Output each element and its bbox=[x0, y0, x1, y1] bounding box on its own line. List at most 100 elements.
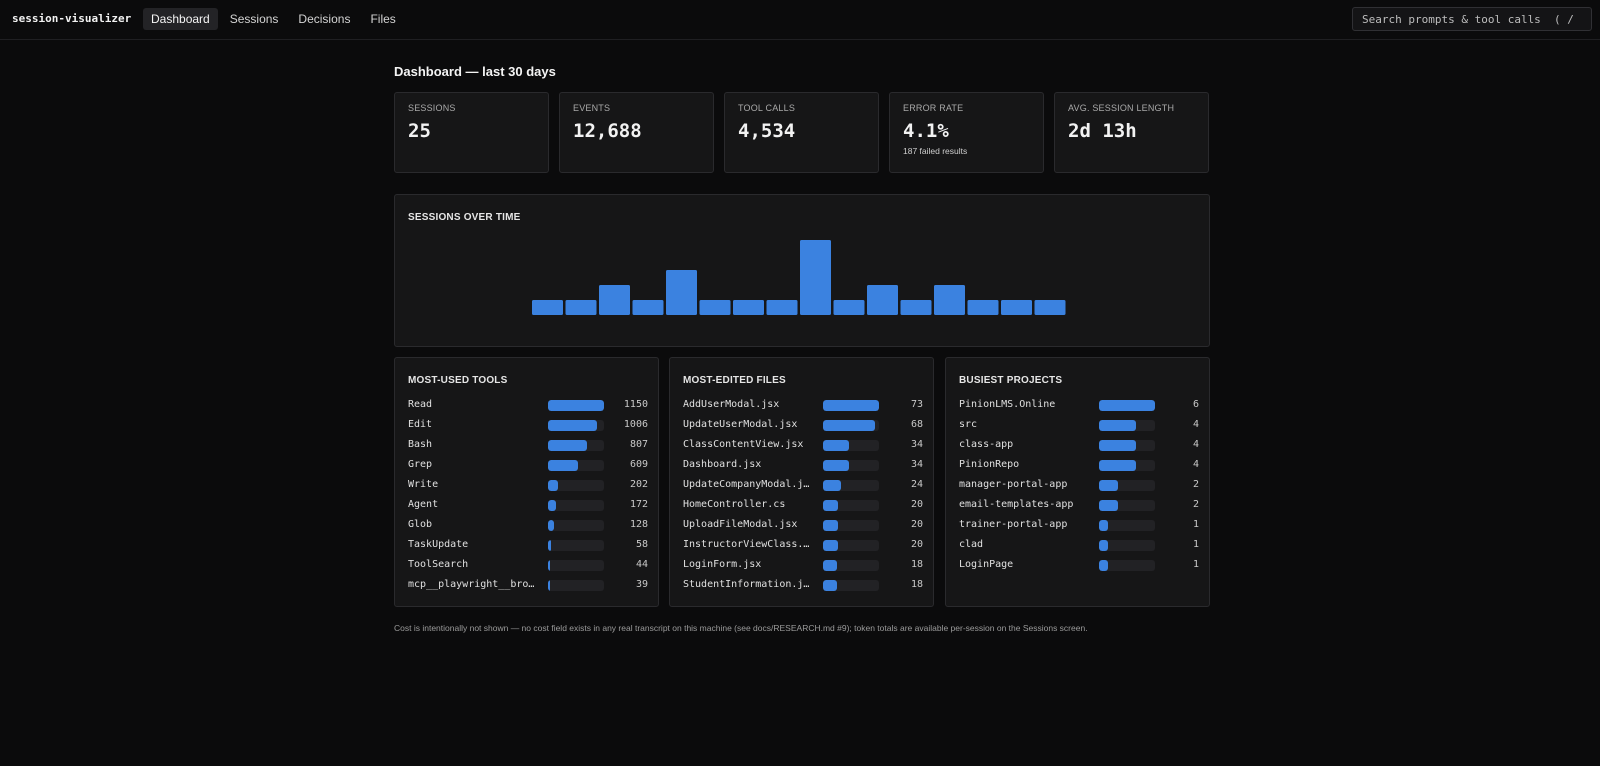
list-item[interactable]: Read 1150 bbox=[408, 397, 648, 417]
chart-bar[interactable] bbox=[599, 285, 630, 315]
list-item[interactable]: UpdateUserModal.jsx 68 bbox=[683, 417, 923, 437]
main-nav: Dashboard Sessions Decisions Files bbox=[143, 8, 404, 30]
item-count: 609 bbox=[629, 459, 648, 470]
list-item[interactable]: LoginPage 1 bbox=[959, 557, 1199, 577]
item-bar-fill bbox=[823, 560, 837, 571]
list-item[interactable]: LoginForm.jsx 18 bbox=[683, 557, 923, 577]
item-count: 24 bbox=[910, 479, 923, 490]
sessions-over-time-panel: SESSIONS OVER TIME bbox=[394, 194, 1210, 347]
item-bar-fill bbox=[823, 480, 842, 491]
chart-bar[interactable] bbox=[1034, 300, 1066, 315]
list-item[interactable]: Write 202 bbox=[408, 477, 648, 497]
item-label: LoginPage bbox=[959, 559, 1014, 570]
list-item[interactable]: PinionRepo 4 bbox=[959, 457, 1199, 477]
chart-bar[interactable] bbox=[900, 300, 932, 315]
list-item[interactable]: PinionLMS.Online 6 bbox=[959, 397, 1199, 417]
item-count: 1 bbox=[1192, 519, 1199, 530]
item-bar-track bbox=[548, 520, 604, 531]
item-bar-track bbox=[1099, 560, 1155, 571]
item-bar-fill bbox=[823, 540, 839, 551]
item-bar-fill bbox=[823, 420, 876, 431]
nav-sessions[interactable]: Sessions bbox=[229, 12, 279, 26]
item-label: HomeController.cs bbox=[683, 499, 786, 510]
item-count: 20 bbox=[910, 539, 923, 550]
item-bar-fill bbox=[548, 460, 578, 471]
item-bar-fill bbox=[823, 460, 850, 471]
list-item[interactable]: ClassContentView.jsx 34 bbox=[683, 437, 923, 457]
list-item[interactable]: Grep 609 bbox=[408, 457, 648, 477]
list-item[interactable]: Edit 1006 bbox=[408, 417, 648, 437]
list-item[interactable]: src 4 bbox=[959, 417, 1199, 437]
item-bar-fill bbox=[548, 400, 604, 411]
list-item[interactable]: AddUserModal.jsx 73 bbox=[683, 397, 923, 417]
chart-bar[interactable] bbox=[632, 300, 664, 315]
list-item[interactable]: Dashboard.jsx 34 bbox=[683, 457, 923, 477]
item-bar-fill bbox=[1099, 460, 1137, 471]
nav-decisions[interactable]: Decisions bbox=[298, 12, 351, 26]
list-item[interactable]: class-app 4 bbox=[959, 437, 1199, 457]
chart-bar[interactable] bbox=[967, 300, 999, 315]
chart-bar[interactable] bbox=[565, 300, 597, 315]
item-bar-fill bbox=[823, 440, 850, 451]
list-item[interactable]: Agent 172 bbox=[408, 497, 648, 517]
list-item[interactable]: Glob 128 bbox=[408, 517, 648, 537]
list-item[interactable]: Bash 807 bbox=[408, 437, 648, 457]
item-bar-track bbox=[548, 540, 604, 551]
item-count: 20 bbox=[910, 499, 923, 510]
list-item[interactable]: StudentInformation.jsx 18 bbox=[683, 577, 923, 597]
item-bar-track bbox=[1099, 500, 1155, 511]
item-label: UpdateUserModal.jsx bbox=[683, 419, 798, 430]
item-count: 2 bbox=[1192, 479, 1199, 490]
item-label: Write bbox=[408, 479, 439, 490]
list-item[interactable]: clad 1 bbox=[959, 537, 1199, 557]
chart-bar[interactable] bbox=[800, 240, 831, 315]
list-item[interactable]: UpdateCompanyModal.jsx 24 bbox=[683, 477, 923, 497]
chart-bar[interactable] bbox=[766, 300, 798, 315]
item-bar-fill bbox=[1099, 420, 1137, 431]
item-label: Dashboard.jsx bbox=[683, 459, 762, 470]
panel-title: MOST-USED TOOLS bbox=[408, 375, 508, 386]
list-item[interactable]: TaskUpdate 58 bbox=[408, 537, 648, 557]
chart-bar[interactable] bbox=[666, 270, 697, 315]
list-item[interactable]: InstructorViewClass.j… 20 bbox=[683, 537, 923, 557]
chart-title: SESSIONS OVER TIME bbox=[408, 212, 521, 223]
nav-files[interactable]: Files bbox=[370, 12, 396, 26]
chart-bar[interactable] bbox=[1001, 300, 1032, 315]
chart-bar[interactable] bbox=[867, 285, 898, 315]
chart-bar[interactable] bbox=[934, 285, 965, 315]
item-count: 2 bbox=[1192, 499, 1199, 510]
item-label: trainer-portal-app bbox=[959, 519, 1068, 530]
list-item[interactable]: manager-portal-app 2 bbox=[959, 477, 1199, 497]
chart-bar[interactable] bbox=[699, 300, 731, 315]
item-count: 20 bbox=[910, 519, 923, 530]
list-item[interactable]: UploadFileModal.jsx 20 bbox=[683, 517, 923, 537]
item-label: manager-portal-app bbox=[959, 479, 1068, 490]
item-bar-fill bbox=[1099, 540, 1109, 551]
item-label: AddUserModal.jsx bbox=[683, 399, 780, 410]
stat-label: EVENTS bbox=[573, 103, 611, 113]
list-item[interactable]: ToolSearch 44 bbox=[408, 557, 648, 577]
list-item[interactable]: mcp__playwright__brow… 39 bbox=[408, 577, 648, 597]
item-bar-fill bbox=[548, 480, 558, 491]
search-input[interactable] bbox=[1352, 7, 1592, 31]
item-bar-track bbox=[548, 480, 604, 491]
item-bar-track bbox=[548, 580, 604, 591]
chart-bar[interactable] bbox=[833, 300, 865, 315]
busiest-projects-panel: BUSIEST PROJECTS PinionLMS.Online 6 src 4 cl… bbox=[945, 357, 1210, 607]
chart-bar[interactable] bbox=[733, 300, 764, 315]
list-item[interactable]: HomeController.cs 20 bbox=[683, 497, 923, 517]
item-bar-fill bbox=[823, 500, 839, 511]
item-count: 6 bbox=[1192, 399, 1199, 410]
list-item[interactable]: trainer-portal-app 1 bbox=[959, 517, 1199, 537]
item-bar-fill bbox=[548, 520, 555, 531]
chart-bar[interactable] bbox=[532, 300, 563, 315]
stat-value: 25 bbox=[408, 120, 431, 142]
tool-list: Read 1150 Edit 1006 Bash 807 Grep 609 Write 202 Ag… bbox=[408, 397, 648, 597]
item-bar-track bbox=[823, 580, 879, 591]
list-item[interactable]: email-templates-app 2 bbox=[959, 497, 1199, 517]
nav-dashboard[interactable]: Dashboard bbox=[143, 8, 218, 30]
item-bar-track bbox=[823, 540, 879, 551]
item-label: Agent bbox=[408, 499, 439, 510]
item-bar-track bbox=[823, 480, 879, 491]
item-label: InstructorViewClass.j… bbox=[683, 539, 815, 550]
